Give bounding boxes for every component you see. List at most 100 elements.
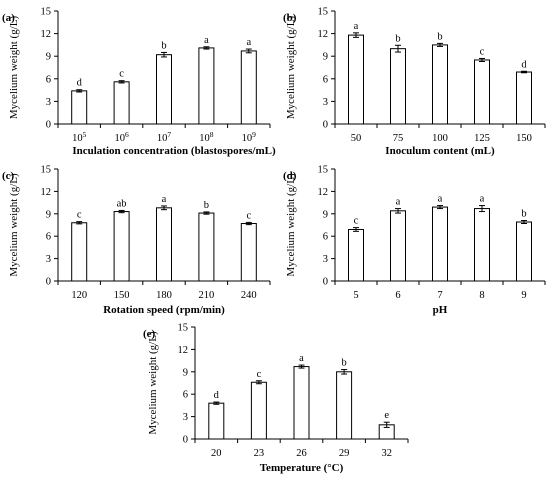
significance-label: a — [299, 353, 304, 364]
x-tick-label: 9 — [521, 290, 526, 301]
significance-label: b — [204, 200, 209, 211]
x-tick-label: 50 — [351, 133, 362, 144]
bar — [390, 210, 406, 282]
y-axis-title: Mycelium weight (g/L) — [285, 16, 297, 120]
y-tick-label: 6 — [183, 390, 188, 401]
bar — [432, 206, 448, 282]
chart-panel-2: (b) 0 3 6 9 12 15 a 50 b 75 b 100 c 125 d 150 Inoculum co… — [283, 7, 546, 157]
x-tick-label: 180 — [156, 290, 172, 301]
y-axis-title: Mycelium weight (g/L) — [8, 16, 20, 120]
y-tick-label: 15 — [318, 165, 329, 176]
panel-tag: (c) — [2, 170, 15, 182]
significance-label: a — [354, 21, 359, 32]
significance-label: e — [384, 410, 389, 421]
x-tick-label: 100 — [432, 133, 448, 144]
x-axis-title: Inoculum content (mL) — [385, 145, 495, 157]
panel-tag: (b) — [283, 12, 297, 24]
x-tick-label: 125 — [474, 133, 490, 144]
significance-label: b — [341, 358, 346, 369]
bar — [516, 71, 532, 125]
y-tick-label: 15 — [318, 7, 329, 18]
x-tick-label: 109 — [242, 130, 256, 144]
x-tick-label: 150 — [516, 133, 532, 144]
chart-panel-3: (c) 0 3 6 9 12 15 c 120 ab 150 a 180 b 210 c 240 Rotation… — [2, 165, 271, 316]
x-tick-label: 120 — [71, 290, 87, 301]
x-tick-label: 108 — [199, 130, 214, 144]
y-tick-label: 3 — [323, 97, 328, 108]
x-tick-label: 105 — [72, 130, 87, 144]
bar — [336, 371, 353, 440]
x-tick-label: 240 — [241, 290, 257, 301]
significance-label: d — [521, 59, 527, 70]
bar — [240, 50, 257, 125]
y-tick-label: 15 — [41, 165, 52, 176]
x-axis-title: Temperature (°C) — [260, 462, 344, 474]
significance-label: a — [480, 194, 485, 205]
bar — [516, 221, 532, 282]
y-tick-label: 12 — [41, 29, 52, 40]
y-tick-label: 15 — [41, 7, 52, 18]
bar — [156, 207, 172, 282]
y-tick-label: 9 — [46, 52, 51, 63]
significance-label: b — [521, 209, 526, 220]
significance-label: a — [246, 37, 251, 48]
x-tick-label: 26 — [296, 448, 307, 459]
significance-label: b — [437, 31, 442, 42]
chart-panel-5: (e) 0 3 6 9 12 15 d 20 c 23 a 26 b 29 e 32 Temperature (°… — [143, 323, 409, 474]
y-axis-title: Mycelium weight (g/L) — [8, 173, 20, 277]
bar — [390, 48, 406, 125]
x-tick-label: 29 — [339, 448, 350, 459]
bar — [156, 54, 172, 125]
bar — [198, 47, 215, 125]
bar — [208, 402, 225, 440]
y-tick-label: 6 — [323, 74, 328, 85]
y-tick-label: 15 — [178, 323, 189, 334]
significance-label: c — [257, 369, 262, 380]
significance-label: c — [246, 210, 251, 221]
y-axis-title: Mycelium weight (g/L) — [147, 331, 159, 435]
bar — [474, 59, 490, 125]
x-tick-label: 210 — [199, 290, 215, 301]
bar — [293, 366, 310, 440]
y-tick-label: 3 — [183, 412, 188, 423]
x-tick-label: 32 — [381, 448, 392, 459]
x-tick-label: 8 — [479, 290, 484, 301]
y-axis-title: Mycelium weight (g/L) — [285, 173, 297, 277]
x-tick-label: 5 — [353, 290, 358, 301]
bar — [250, 381, 267, 440]
y-tick-label: 0 — [323, 120, 328, 131]
significance-label: a — [162, 194, 167, 205]
bar — [71, 90, 88, 125]
y-tick-label: 9 — [183, 367, 188, 378]
y-tick-label: 12 — [41, 187, 52, 198]
y-tick-label: 0 — [183, 435, 188, 446]
y-tick-label: 6 — [46, 232, 51, 243]
chart-panel-4: (d) 0 3 6 9 12 15 c 5 a 6 a 7 a 8 b 9 pH Mycelium weight (… — [283, 165, 546, 316]
bar — [240, 223, 257, 282]
x-tick-label: 106 — [114, 130, 129, 144]
y-tick-label: 12 — [318, 29, 329, 40]
bar — [474, 208, 490, 282]
bar — [348, 34, 364, 125]
panel-tag: (a) — [2, 12, 15, 24]
x-tick-label: 75 — [393, 133, 404, 144]
x-tick-label: 23 — [254, 448, 265, 459]
y-tick-label: 3 — [46, 254, 51, 265]
significance-label: c — [77, 210, 82, 221]
significance-label: d — [214, 390, 220, 401]
bar — [113, 81, 130, 125]
panel-tag: (e) — [143, 328, 156, 340]
significance-label: b — [161, 40, 166, 51]
y-tick-label: 6 — [323, 232, 328, 243]
x-tick-label: 7 — [437, 290, 442, 301]
x-axis-title: pH — [433, 304, 448, 316]
significance-label: a — [438, 194, 443, 205]
bar — [432, 44, 448, 125]
y-tick-label: 0 — [46, 120, 51, 131]
y-tick-label: 3 — [46, 97, 51, 108]
x-tick-label: 107 — [157, 130, 172, 144]
significance-label: a — [396, 197, 401, 208]
panel-tag: (d) — [283, 170, 297, 182]
y-tick-label: 9 — [323, 209, 328, 220]
